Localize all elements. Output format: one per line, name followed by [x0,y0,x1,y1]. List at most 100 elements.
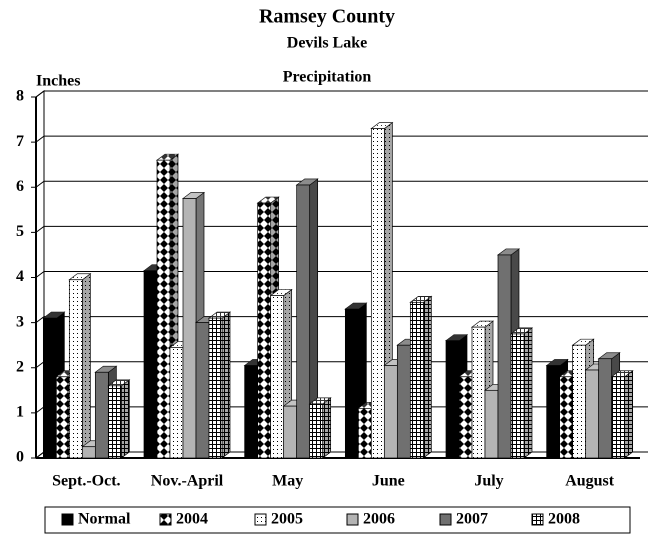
y-tick-label: 5 [16,223,24,240]
bar-front [546,365,561,459]
bar-top-shade [371,122,393,129]
legend-swatch [439,513,452,526]
grid-line [35,135,648,143]
bar-front [244,365,259,459]
chart-subtitle: Devils Lake [287,35,367,52]
bar-front [257,202,272,459]
legend-swatch [61,513,74,526]
bar-top-shade [183,192,204,199]
bar-side-shade [121,379,130,458]
grid-line [35,90,648,98]
bar [509,327,534,459]
x-tick-label: Sept.-Oct. [52,473,120,490]
y-tick-label: 2 [16,358,24,375]
bar [68,273,92,459]
bar-front [383,365,398,459]
bar-top-shade [598,352,620,359]
legend-label: Normal [78,511,131,528]
bar-front [344,308,359,459]
legend-swatch [346,513,359,526]
bar-front [572,344,587,459]
bar-top-shade [410,296,432,303]
bar-front [68,279,83,459]
bar-top-shade [157,154,178,161]
bar-side-shade [309,178,318,458]
bar-top-shade [108,379,130,386]
bar-front [510,333,525,459]
legend-label: 2004 [176,511,208,528]
bar-side-shade [82,273,91,458]
bar-front [195,322,210,459]
bar-front [497,254,512,459]
legend-swatch [254,513,267,526]
y-tick-label: 0 [16,449,24,466]
bar-front [559,376,574,459]
bar-top-shade [446,334,467,341]
x-tick-label: June [372,473,405,490]
bar-front [143,270,158,459]
bar-side-shade [222,312,230,458]
bar-front [357,408,372,459]
chart-label: Precipitation [283,69,372,86]
y-tick-label: 6 [16,178,24,195]
bar [207,311,232,459]
bar-top-shade [209,312,230,319]
bar-front [55,376,70,459]
bar-top-shade [546,359,568,366]
bar-top-shade [511,327,532,334]
grid-line [35,316,648,324]
bar-front [598,358,613,459]
bar-front [208,317,223,459]
bar-side-shade [524,327,532,458]
bar-front [94,371,109,459]
legend-label: 2005 [271,511,303,528]
bar-top-shade [257,197,279,204]
grid-line [35,225,648,233]
bar [409,295,433,459]
bar-side-shade [322,397,331,458]
bar-front [484,389,499,459]
bar [295,178,319,459]
legend-label: 2007 [456,511,488,528]
bar-front [445,340,460,459]
y-tick-label: 8 [16,88,24,105]
bar-front [409,301,424,459]
y-tick-label: 4 [16,268,24,285]
y-axis-label: Inches [36,73,80,90]
bar-side-shade [624,370,633,458]
bar-top-shade [309,397,331,404]
legend-swatch [159,513,172,526]
x-tick-label: August [565,473,615,490]
bar-front [296,184,311,459]
chart-title: Ramsey County [259,6,395,28]
bar [308,397,332,459]
bar-front [309,403,324,459]
bar-front [169,347,184,459]
bar [370,121,394,459]
bar-top-shade [270,289,292,296]
bar-top-shade [296,178,318,185]
bar-front [156,159,171,459]
bar-front [42,317,57,459]
bar-front [270,295,285,459]
x-tick-label: May [272,473,303,490]
bar-top-shade [95,366,117,373]
bar-front [107,385,122,459]
bar-side-shade [423,296,432,458]
bar-front [585,369,600,459]
bar-front [396,344,411,459]
bar-front [471,326,486,459]
bar-front [370,128,385,459]
bar [610,370,634,459]
bar [107,379,131,459]
y-tick-label: 3 [16,313,24,330]
bar-front [182,198,197,459]
bar-top-shade [498,248,519,255]
grid-line [35,271,648,278]
bar-front [458,376,473,459]
x-tick-label: Nov.-April [151,473,224,490]
bar-top-shade [572,339,594,346]
bar-top-shade [69,273,91,280]
bar-front [611,376,626,459]
